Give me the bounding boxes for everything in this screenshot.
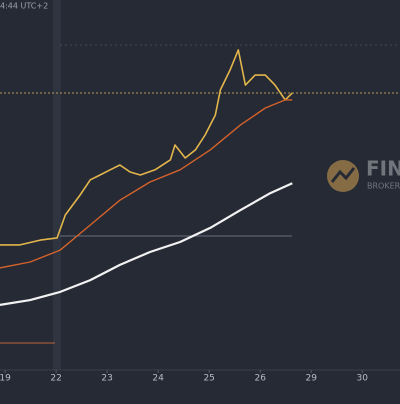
- series-line: [0, 49, 293, 246]
- x-tick-label: 19: [0, 374, 11, 384]
- series-line: [0, 99, 293, 269]
- x-tick-label: 30: [357, 374, 369, 384]
- x-tick-label: 23: [101, 374, 112, 384]
- x-tick-label: 29: [305, 374, 317, 384]
- time-label: 4:44 UTC+2: [0, 2, 48, 11]
- watermark-subtitle: BROKER: [367, 182, 400, 191]
- watermark-logo-mark: [330, 167, 356, 183]
- watermark: FIN BROKER: [327, 157, 400, 192]
- x-tick-label: 24: [152, 374, 164, 384]
- series-line: [0, 182, 293, 306]
- x-tick-label: 26: [254, 374, 266, 384]
- x-tick-label: 25: [203, 374, 214, 384]
- x-tick-label: 22: [50, 374, 61, 384]
- watermark-title: FIN: [366, 157, 400, 181]
- crosshair-band: [53, 0, 61, 370]
